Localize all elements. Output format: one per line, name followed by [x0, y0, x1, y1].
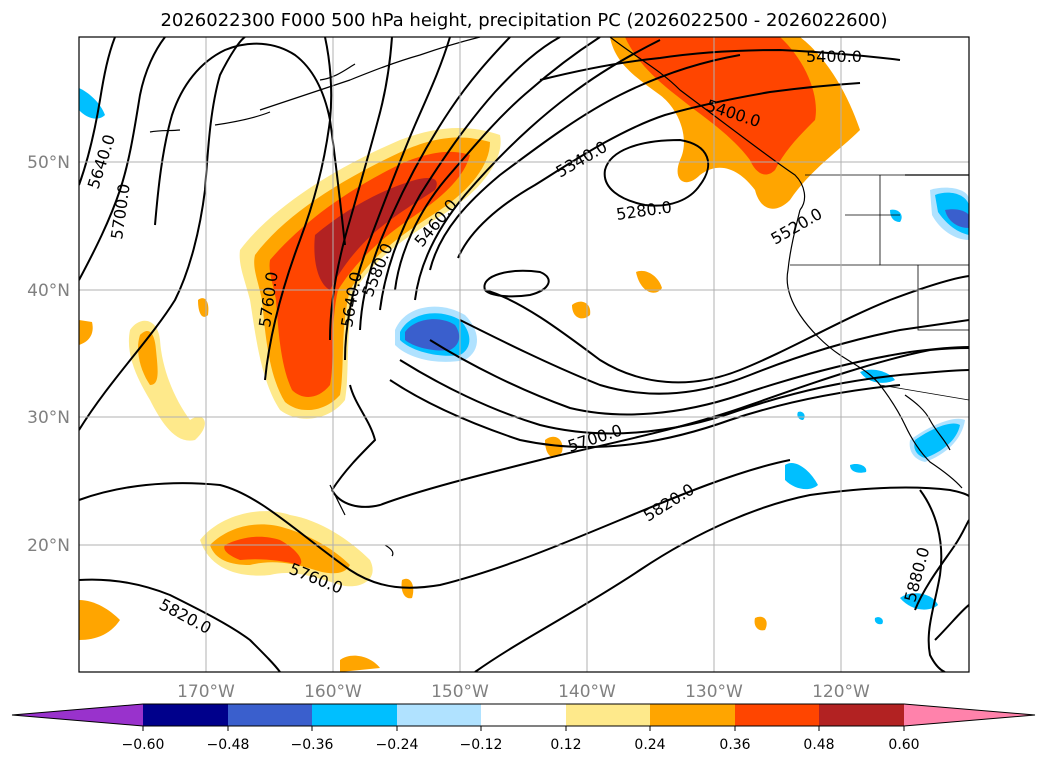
- longitude-labels: 170°W 160°W 150°W 140°W 130°W 120°W: [177, 682, 870, 702]
- map-area: 5400.0 5400.0 5340.0 5280.0 5460.0 5520.…: [78, 36, 970, 673]
- lon-label-150w: 150°W: [431, 682, 489, 702]
- colorbar-segment-7: [650, 704, 735, 726]
- lat-label-30n: 30°N: [27, 408, 70, 428]
- colorbar-label-neg-0.36: −0.36: [291, 737, 334, 753]
- colorbar-label-neg-0.24: −0.24: [376, 737, 419, 753]
- colorbar-label-0.60: 0.60: [888, 737, 919, 753]
- precipitation-anomaly-fill: [79, 37, 969, 672]
- political-borders: [790, 174, 969, 401]
- map-frame: [78, 36, 970, 673]
- colorbar-label-neg-0.12: −0.12: [460, 737, 503, 753]
- colorbar-label-neg-0.48: −0.48: [207, 737, 250, 753]
- colorbar-segment-6: [566, 704, 650, 726]
- colorbar-min-extension: [12, 704, 143, 726]
- colorbar-label-0.12: 0.12: [550, 737, 581, 753]
- colorbar-segment-3: [312, 704, 397, 726]
- figure-title: 2026022300 F000 500 hPa height, precipit…: [160, 10, 887, 31]
- colorbar-label-neg-0.60: −0.60: [122, 737, 165, 753]
- lat-label-40n: 40°N: [27, 281, 70, 301]
- colorbar-segment-5: [481, 704, 566, 726]
- colorbar-segment-1: [143, 704, 228, 726]
- lon-label-130w: 130°W: [685, 682, 743, 702]
- colorbar-segment-8: [735, 704, 819, 726]
- colorbar-max-extension: [904, 704, 1035, 726]
- lat-label-50n: 50°N: [27, 153, 70, 173]
- colorbar-segment-9: [819, 704, 904, 726]
- colorbar-ticks: [142, 726, 905, 731]
- lon-label-120w: 120°W: [812, 682, 870, 702]
- lon-label-140w: 140°W: [558, 682, 616, 702]
- latitude-labels: 50°N 40°N 30°N 20°N: [27, 153, 70, 556]
- colorbar-segment-4: [397, 704, 481, 726]
- contour-label-5400: 5400.0: [806, 47, 862, 66]
- graticule: [79, 37, 969, 672]
- height-contours: [79, 37, 969, 672]
- colorbar: −0.60 −0.48 −0.36 −0.24 −0.12 0.12 0.24 …: [11, 703, 1036, 753]
- lon-label-160w: 160°W: [304, 682, 362, 702]
- lat-label-20n: 20°N: [27, 536, 70, 556]
- colorbar-label-0.48: 0.48: [803, 737, 834, 753]
- lon-label-170w: 170°W: [177, 682, 235, 702]
- colorbar-label-0.36: 0.36: [719, 737, 750, 753]
- colorbar-label-0.24: 0.24: [634, 737, 665, 753]
- colorbar-segment-2: [228, 704, 312, 726]
